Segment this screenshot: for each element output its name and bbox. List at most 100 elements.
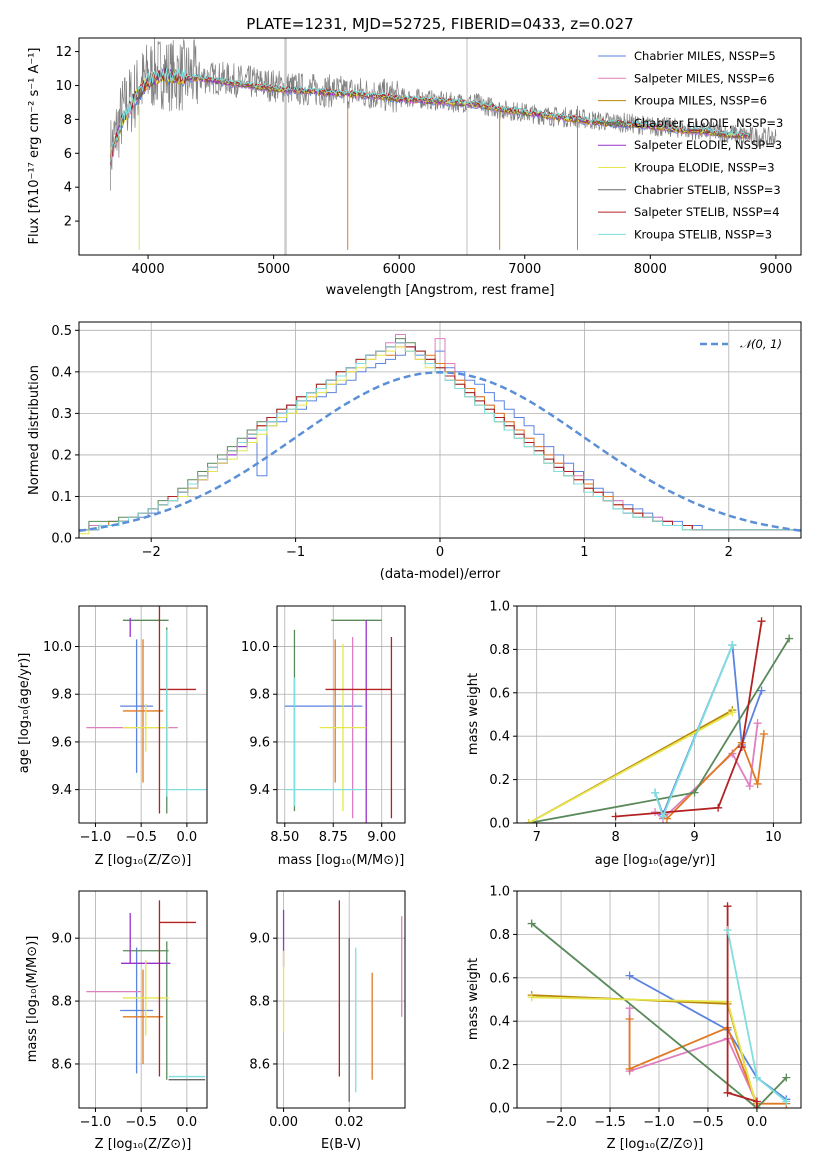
residuals-xlabel: (data-model)/error: [380, 567, 501, 582]
z_weight-ytick-label: 0.2: [489, 1058, 510, 1073]
age_weight-xtick-label: 7: [533, 830, 541, 845]
spectrum-ytick-label: 12: [55, 45, 72, 60]
age_weight-series-line: [528, 711, 733, 823]
age_weight-xtick-label: 8: [611, 830, 619, 845]
z_weight-point-marker: [625, 1004, 634, 1013]
spectrum-xtick-label: 4000: [132, 262, 165, 277]
mass_age-axes: 8.50 8.75 9.00 9.4 9.6 9.8 10.0: [241, 605, 406, 845]
z_weight-point-marker: [625, 971, 634, 980]
spectrum-axes: 4000 5000 6000 7000 8000 9000 2 4 6 8 10 12: [55, 37, 802, 277]
residuals-gaussian-curve: [79, 371, 801, 532]
residuals-frame: [78, 321, 802, 539]
z_weight-ytick-label: 0.4: [489, 1015, 510, 1030]
z_age-xtick-label: −1.0: [80, 830, 112, 845]
z_weight-axes: −2.0 −1.5 −1.0 −0.5 0.0 0.0 0.2 0.4 0.6 0.8 1.0: [489, 885, 802, 1130]
age_weight-ytick-label: 0.2: [489, 773, 510, 788]
z_mass-plot: [86, 900, 206, 1081]
z_weight-point-marker: [782, 1097, 791, 1106]
age_weight-ytick-label: 0.4: [489, 730, 510, 745]
z_weight-xtick-label: −1.5: [594, 1115, 626, 1130]
age_weight-ytick-label: 0.0: [489, 817, 510, 832]
ebv_mass-xtick-label: 0.02: [335, 1115, 364, 1130]
ebv_mass-ytick-label: 8.8: [249, 995, 270, 1010]
spectrum-ytick-label: 10: [55, 79, 72, 94]
age-weight-xlabel: age [log₁₀(age/yr)]: [595, 853, 716, 868]
spectrum-xtick-label: 5000: [257, 262, 290, 277]
residuals-legend: 𝒩(0, 1): [700, 337, 782, 351]
z_weight-xtick-label: −1.0: [643, 1115, 675, 1130]
spectrum-legend-label: Chabrier STELIB, NSSP=3: [634, 183, 781, 197]
z-age-xlabel: Z [log₁₀(Z/Z⊙)]: [95, 853, 192, 868]
mass-age-xlabel: mass [log₁₀(M/M⊙)]: [278, 853, 405, 868]
age_weight-series-line: [528, 638, 790, 823]
spectrum-plot: [109, 38, 777, 255]
z_weight-point-marker: [723, 902, 732, 911]
z_weight-ytick-label: 0.8: [489, 928, 510, 943]
z_mass-frame: [78, 890, 208, 1109]
residuals-ylabel: Normed distribution: [27, 365, 42, 495]
mass_age-ytick-label: 9.8: [249, 688, 270, 703]
spectrum-ytick-label: 2: [64, 215, 72, 230]
z_age-ytick-label: 9.6: [51, 735, 72, 750]
residuals-ytick-label: 0.0: [51, 532, 72, 547]
z_age-frame: [78, 605, 208, 824]
z_mass-xtick-label: 0.0: [177, 1115, 198, 1130]
spectrum-legend-label: Kroupa MILES, NSSP=6: [634, 94, 767, 108]
z_age-axes: −1.0 −0.5 0.0 9.4 9.6 9.8 10.0: [43, 605, 208, 845]
age_weight-ytick-label: 1.0: [489, 600, 510, 615]
spectrum-legend: Chabrier MILES, NSSP=5 Salpeter MILES, NS…: [598, 49, 783, 241]
age_weight-point-marker: [611, 812, 620, 821]
age_weight-point-marker: [737, 743, 746, 752]
residuals-ytick-label: 0.5: [51, 324, 72, 339]
mass_age-ytick-label: 9.4: [249, 783, 270, 798]
spectrum-ylabel: Flux [fλ10⁻¹⁷ erg cm⁻² s⁻¹ A⁻¹]: [27, 48, 42, 245]
age_weight-point-marker: [728, 641, 737, 650]
figure-title: PLATE=1231, MJD=52725, FIBERID=0433, z=0…: [246, 15, 633, 33]
age_weight-point-marker: [785, 634, 794, 643]
z_weight-plot: [527, 902, 791, 1108]
z_weight-xtick-label: −0.5: [692, 1115, 724, 1130]
age_weight-point-marker: [524, 819, 533, 823]
z_weight-series-line: [531, 922, 787, 1108]
z_weight-point-marker: [527, 919, 536, 928]
age_weight-point-marker: [757, 617, 766, 626]
age_weight-point-marker: [745, 782, 754, 791]
age_weight-series-line: [654, 723, 759, 820]
z_age-xtick-label: −0.5: [125, 830, 157, 845]
z-weight-ylabel: mass weight: [466, 958, 481, 1040]
z_weight-point-marker: [752, 1104, 761, 1108]
z_weight-ytick-label: 1.0: [489, 885, 510, 900]
z-age-ylabel: age [log₁₀(age/yr)]: [17, 653, 32, 774]
z_mass-ytick-label: 8.6: [51, 1057, 72, 1072]
residuals-xtick-label: 0: [436, 545, 444, 560]
z-mass-ylabel: mass [log₁₀(M/M⊙)]: [25, 936, 40, 1063]
age_weight-point-marker: [753, 779, 762, 788]
age_weight-ytick-label: 0.6: [489, 686, 510, 701]
age_weight-series-line: [666, 733, 765, 820]
z_mass-ytick-label: 9.0: [51, 932, 72, 947]
residuals-ytick-label: 0.1: [51, 490, 72, 505]
ebv_mass-xtick-label: 0.00: [269, 1115, 298, 1130]
spectrum-legend-label: Kroupa ELODIE, NSSP=3: [634, 161, 775, 175]
spectrum-ytick-label: 4: [64, 181, 72, 196]
z_age-ytick-label: 9.4: [51, 783, 72, 798]
z_weight-point-marker: [782, 1073, 791, 1082]
z_weight-frame: [516, 890, 802, 1109]
legend-gaussian-label: 𝒩(0, 1): [740, 337, 782, 351]
residuals-xtick-label: −2: [142, 545, 161, 560]
z_weight-ytick-label: 0.6: [489, 971, 510, 986]
spectrum-legend-label: Salpeter MILES, NSSP=6: [634, 71, 775, 85]
z_mass-ytick-label: 8.8: [51, 995, 72, 1010]
mass_age-frame: [276, 605, 406, 824]
ebv_mass-plot: [282, 900, 403, 1102]
age_weight-point-marker: [658, 812, 667, 821]
spectrum-legend-label: Salpeter ELODIE, NSSP=3: [634, 138, 782, 152]
age_weight-series-line: [615, 621, 763, 818]
z_weight-xtick-label: 0.0: [747, 1115, 768, 1130]
ebv-mass-xlabel: E(B-V): [321, 1137, 361, 1152]
residuals-xtick-label: −1: [286, 545, 305, 560]
mass_age-xtick-label: 9.00: [367, 830, 396, 845]
z_age-ytick-label: 10.0: [43, 640, 72, 655]
residuals-ytick-label: 0.4: [51, 365, 72, 380]
ebv_mass-axes: 0.00 0.02 8.6 8.8 9.0: [249, 890, 406, 1130]
